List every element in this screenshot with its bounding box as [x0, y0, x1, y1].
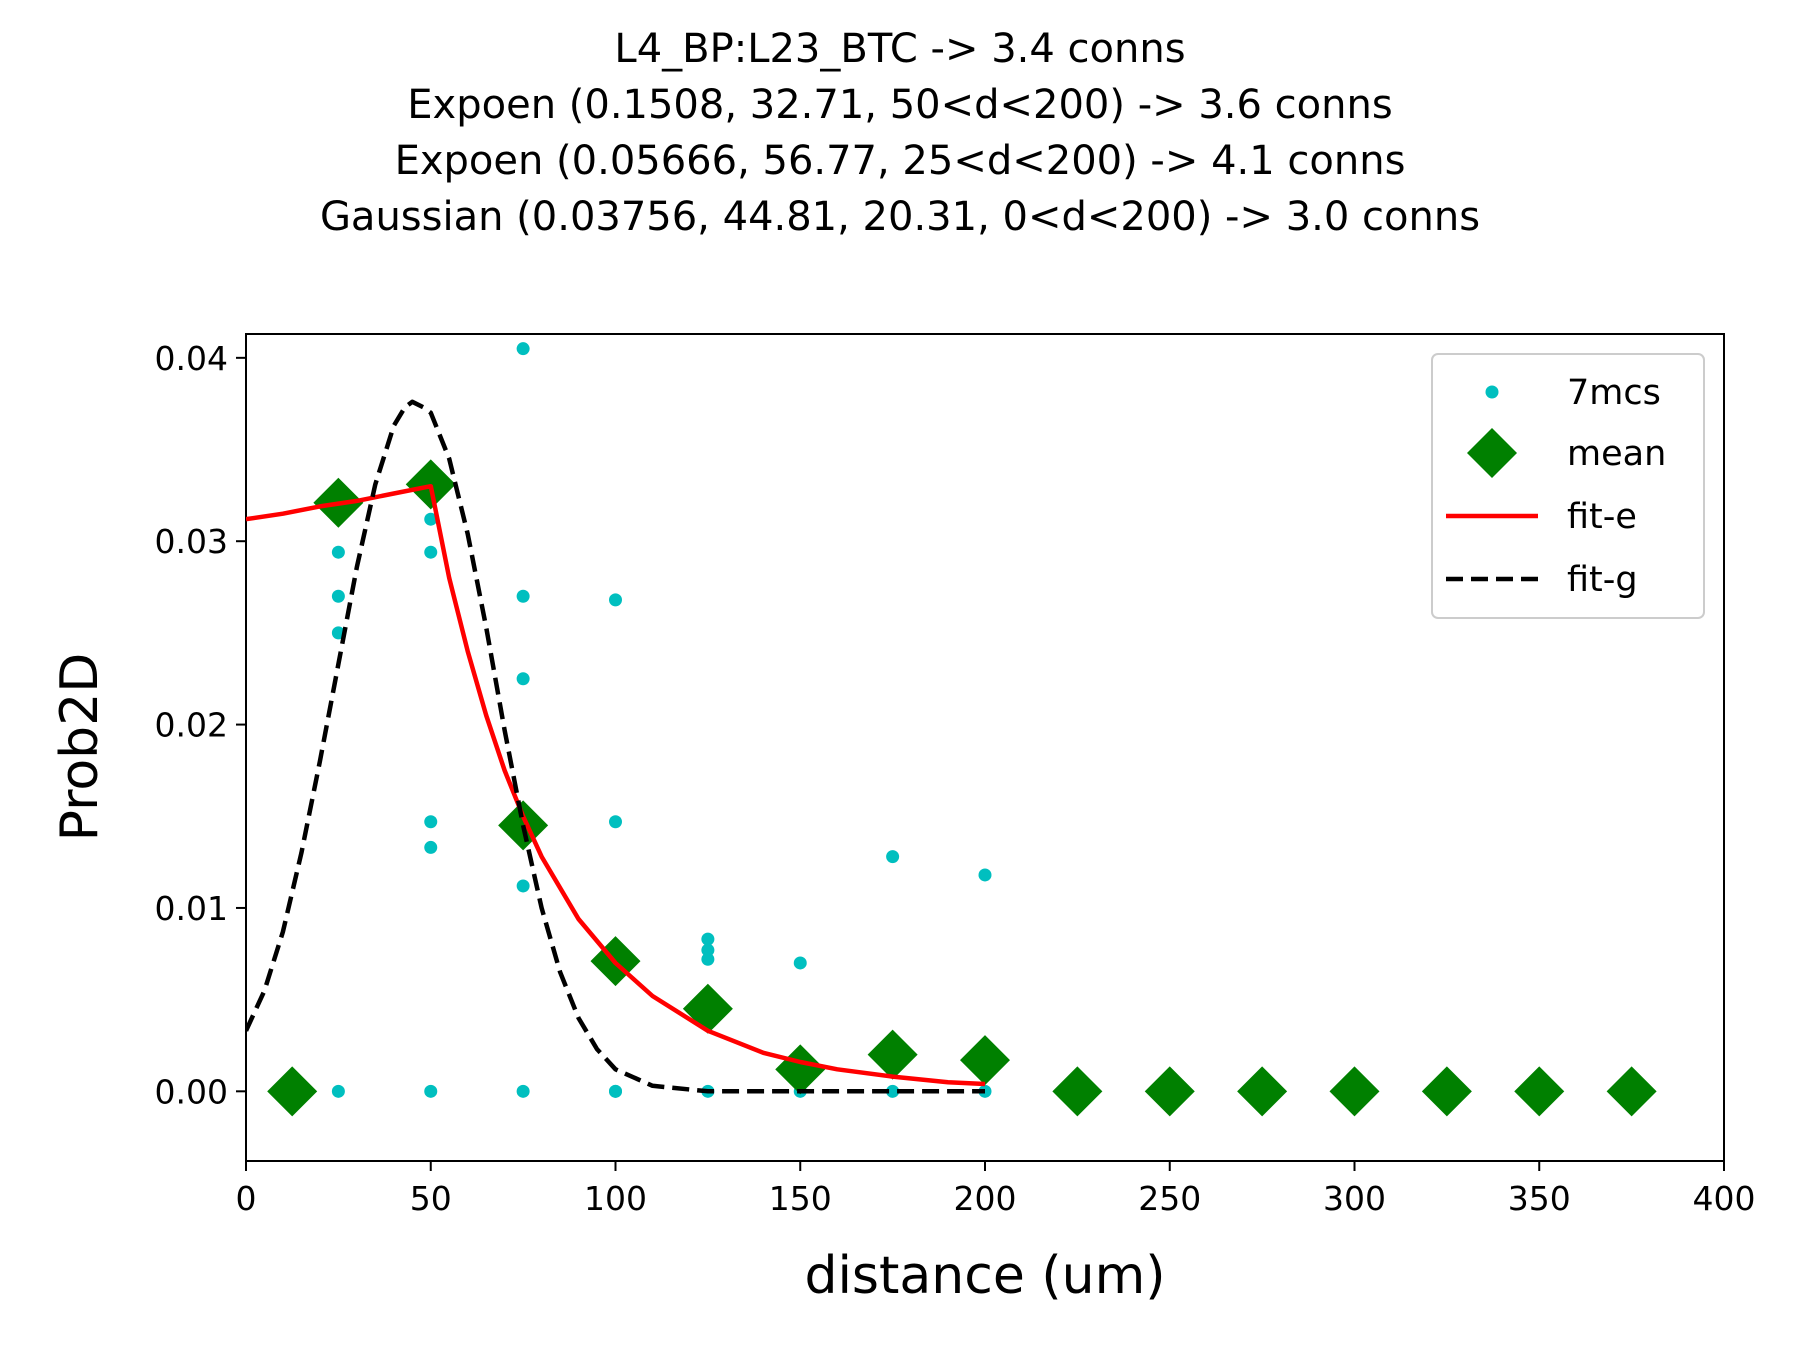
marker-mean [1052, 1066, 1103, 1117]
x-tick-label: 200 [954, 1179, 1017, 1218]
title-line: L4_BP:L23_BTC -> 3.4 conns [614, 26, 1185, 72]
y-tick-label: 0.00 [155, 1072, 228, 1111]
x-tick-label: 100 [584, 1179, 647, 1218]
point-7mcs [701, 952, 715, 966]
point-7mcs [331, 1084, 345, 1098]
marker-mean [1144, 1066, 1195, 1117]
point-7mcs [886, 1084, 900, 1098]
y-axis-label: Prob2D [50, 653, 110, 842]
title-line: Gaussian (0.03756, 44.81, 20.31, 0<d<200… [320, 194, 1480, 240]
point-7mcs [886, 850, 900, 864]
point-7mcs [424, 815, 438, 829]
y-tick-label: 0.04 [155, 339, 228, 378]
legend-label: mean [1567, 434, 1666, 474]
x-tick-label: 300 [1323, 1179, 1386, 1218]
point-7mcs [701, 932, 715, 946]
y-tick-label: 0.03 [155, 522, 228, 561]
marker-mean [960, 1035, 1010, 1086]
y-tick-label: 0.01 [155, 889, 228, 928]
point-7mcs [701, 943, 715, 957]
point-7mcs [609, 1084, 622, 1098]
x-tick-label: 250 [1138, 1179, 1201, 1218]
x-tick-label: 150 [769, 1179, 832, 1218]
marker-mean [1606, 1066, 1657, 1117]
legend: 7mcs mean fit-e fit-g [1431, 353, 1705, 619]
marker-mean [1421, 1066, 1472, 1117]
marker-mean [1237, 1066, 1288, 1117]
marker-mean [867, 1029, 918, 1080]
point-7mcs [609, 593, 622, 607]
x-tick-label: 350 [1508, 1179, 1571, 1218]
title-line: Expoen (0.1508, 32.71, 50<d<200) -> 3.6 … [407, 82, 1392, 128]
title-line: Expoen (0.05666, 56.77, 25<d<200) -> 4.1… [395, 138, 1406, 184]
point-7mcs [331, 545, 345, 559]
legend-label: fit-g [1567, 560, 1638, 600]
x-axis-label: distance (um) [804, 1246, 1165, 1306]
point-7mcs [516, 672, 530, 686]
x-tick-label: 0 [236, 1179, 257, 1218]
point-7mcs [516, 342, 530, 356]
legend-label: 7mcs [1567, 373, 1661, 413]
point-7mcs [793, 956, 807, 970]
point-7mcs [424, 1084, 438, 1098]
legend-handle-mean [1467, 428, 1517, 478]
line-fit-g [246, 399, 985, 1094]
marker-mean [682, 983, 733, 1034]
x-tick-label: 50 [410, 1179, 452, 1218]
point-7mcs [516, 879, 530, 893]
legend-handle-7mcs [1485, 385, 1499, 399]
marker-mean [1514, 1066, 1565, 1117]
y-axis: 0.00 0.01 0.02 0.03 0.04 [155, 339, 246, 1111]
point-7mcs [424, 545, 438, 559]
marker-mean [267, 1066, 318, 1117]
point-7mcs [424, 840, 438, 854]
point-7mcs [516, 1084, 530, 1098]
point-7mcs [609, 815, 622, 829]
x-tick-label: 400 [1693, 1179, 1756, 1218]
point-7mcs [331, 589, 345, 603]
series-layer [246, 342, 1657, 1117]
line-fit-e [246, 483, 986, 1087]
y-tick-label: 0.02 [155, 706, 228, 745]
point-7mcs [978, 868, 992, 882]
x-axis: 0 50 100 150 200 250 300 350 400 [236, 1161, 1756, 1218]
chart-title: L4_BP:L23_BTC -> 3.4 conns Expoen (0.1508… [320, 26, 1480, 240]
point-7mcs [424, 512, 438, 526]
marker-mean [1329, 1066, 1380, 1117]
point-7mcs [516, 589, 530, 603]
marker-mean [775, 1044, 826, 1095]
legend-box [1431, 353, 1705, 619]
legend-label: fit-e [1567, 497, 1637, 537]
